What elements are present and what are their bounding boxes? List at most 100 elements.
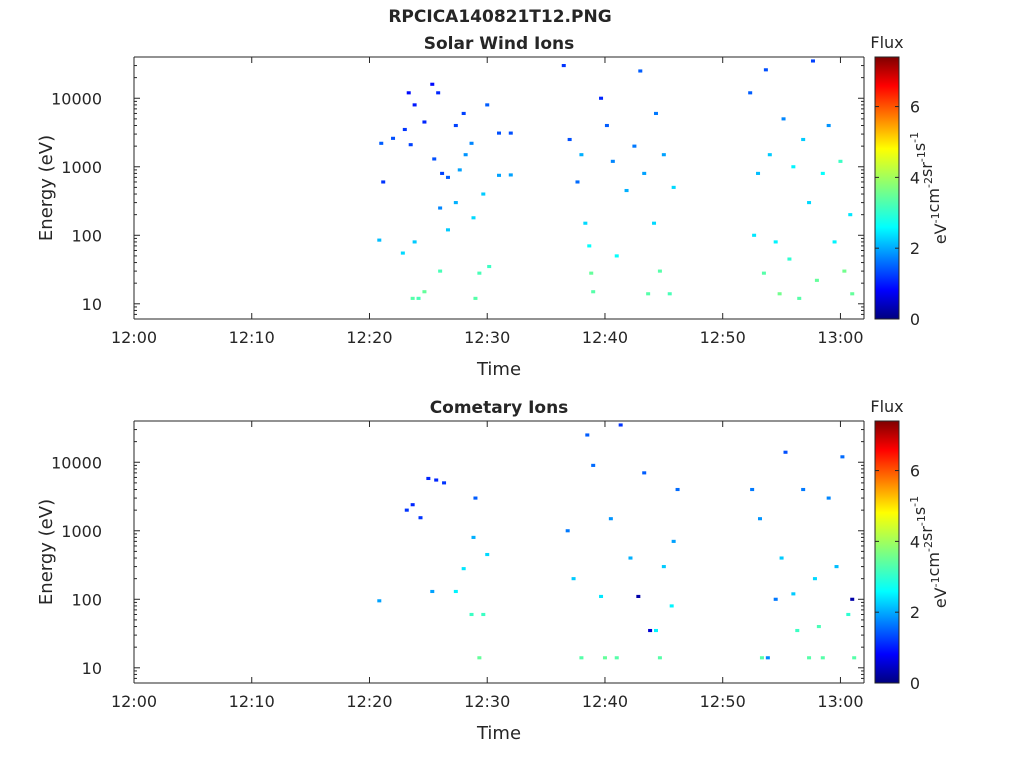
data-cell: [481, 192, 486, 196]
data-cell: [675, 487, 680, 492]
colorbar-tick-label: 4: [910, 168, 920, 187]
data-cell: [485, 552, 490, 557]
y-tick-label: 10000: [51, 89, 102, 108]
data-cell: [416, 296, 421, 300]
data-cell: [583, 221, 588, 225]
data-cell: [765, 656, 770, 660]
data-cell: [461, 567, 466, 571]
unit-exponent: -1: [908, 496, 921, 507]
unit-base: cm: [924, 552, 943, 576]
data-cell: [508, 173, 513, 177]
unit-base: eV: [931, 587, 950, 608]
data-cell: [628, 556, 633, 560]
data-cell: [497, 173, 501, 177]
data-cell: [408, 143, 413, 147]
data-cell: [761, 271, 766, 275]
data-cell: [487, 264, 492, 269]
data-cell: [852, 656, 857, 660]
data-cell: [412, 103, 417, 107]
data-cell: [410, 296, 415, 300]
data-cell: [820, 656, 825, 660]
data-cell: [445, 228, 450, 232]
data-cell: [638, 69, 643, 73]
data-cell: [469, 141, 474, 145]
data-cell: [418, 516, 423, 520]
data-cell: [379, 141, 384, 145]
x-tick-label: 12:50: [700, 328, 746, 347]
colorbar-tick-label: 0: [910, 674, 920, 693]
data-cell: [610, 159, 615, 163]
data-cell: [756, 171, 761, 175]
y-tick-label: 100: [71, 590, 102, 609]
colorbar-tick-label: 0: [910, 310, 920, 329]
data-cell: [657, 269, 662, 273]
unit-base: s: [910, 143, 929, 151]
data-cell: [473, 496, 478, 500]
data-cell: [561, 64, 566, 68]
data-cell: [589, 271, 594, 275]
y-tick-label: 100: [71, 226, 102, 245]
unit-exponent: -1: [929, 212, 942, 223]
colorbar-unit-label: eV-1cm-2sr-1s-1: [908, 132, 950, 244]
unit-base: cm: [924, 188, 943, 212]
data-cell: [777, 292, 782, 296]
x-tick-label: 12:00: [111, 328, 157, 347]
unit-base: s: [910, 507, 929, 515]
panel-0: Solar Wind Ions 12:00 12:10 12:20 12:30 12:40…: [36, 33, 950, 380]
data-cells: [377, 59, 855, 300]
x-tick-label: 12:10: [229, 692, 275, 711]
unit-exponent: -2: [922, 541, 935, 552]
x-tick-label: 12:20: [346, 328, 392, 347]
data-cell: [440, 171, 445, 175]
data-cell: [442, 481, 447, 485]
unit-exponent: -1: [915, 151, 928, 162]
data-cell: [463, 153, 468, 157]
colorbar-gradient: [874, 56, 900, 320]
x-tick-label: 12:40: [582, 692, 628, 711]
data-cell: [434, 478, 439, 482]
data-cell: [587, 244, 592, 248]
data-cell: [404, 508, 409, 512]
x-tick-label: 12:00: [111, 692, 157, 711]
data-cell: [850, 292, 855, 296]
data-cell: [624, 188, 629, 193]
data-cell: [579, 153, 584, 157]
data-cell: [820, 171, 825, 175]
colorbar-tick-label: 4: [910, 532, 920, 551]
data-cell: [646, 292, 651, 296]
data-cell: [773, 597, 778, 601]
data-cell: [834, 565, 839, 569]
data-cell: [591, 463, 596, 467]
y-tick-label: 10000: [51, 453, 102, 472]
data-cell: [797, 296, 802, 300]
x-tick-label: 12:40: [582, 328, 628, 347]
data-cell: [422, 290, 427, 294]
data-cell: [477, 271, 482, 275]
x-axis-label: Time: [476, 723, 521, 744]
data-cell: [485, 103, 490, 107]
data-cell: [579, 656, 584, 660]
data-cell: [599, 594, 604, 599]
data-cell: [791, 592, 796, 596]
colorbar-tick-label: 2: [910, 603, 920, 622]
data-cell: [591, 290, 596, 294]
data-cell: [497, 131, 501, 135]
unit-base: eV: [931, 223, 950, 244]
data-cell: [377, 599, 382, 603]
data-cell: [473, 296, 478, 300]
data-cell: [438, 206, 443, 210]
unit-base: sr: [917, 526, 936, 541]
data-cell: [565, 529, 570, 533]
colorbar-tick-label: 2: [910, 239, 920, 258]
data-cell: [422, 120, 427, 124]
data-cell: [618, 423, 623, 427]
colorbar-unit-label: eV-1cm-2sr-1s-1: [908, 496, 950, 608]
data-cell: [848, 213, 853, 217]
x-tick-label: 12:30: [464, 692, 510, 711]
data-cell: [826, 123, 831, 128]
data-cell: [648, 628, 653, 633]
panel-title: Solar Wind Ions: [424, 34, 575, 54]
data-cell: [781, 117, 786, 121]
data-cell: [642, 171, 647, 175]
data-cell: [812, 577, 817, 581]
